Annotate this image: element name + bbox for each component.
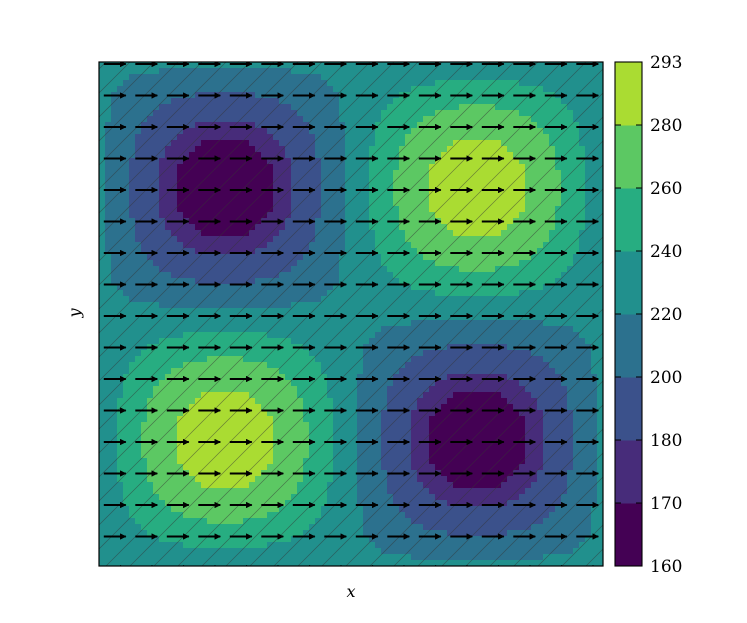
plot-area bbox=[98, 61, 604, 567]
